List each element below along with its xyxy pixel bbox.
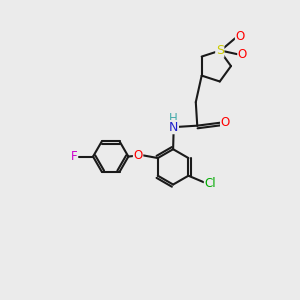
Text: O: O [238, 48, 247, 61]
Text: O: O [236, 30, 245, 43]
Text: O: O [134, 148, 143, 162]
Text: F: F [70, 150, 77, 163]
Text: N: N [169, 121, 178, 134]
Text: O: O [220, 116, 230, 129]
Text: Cl: Cl [204, 177, 216, 190]
Text: H: H [169, 112, 178, 125]
Text: S: S [216, 44, 224, 57]
